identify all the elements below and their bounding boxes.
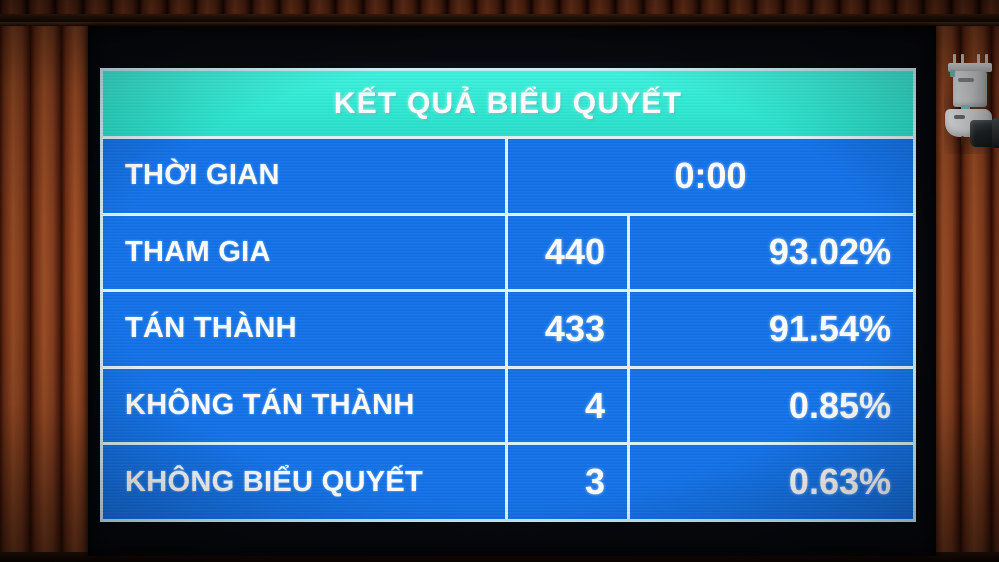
table-row-participated: THAM GIA 440 93.02% — [103, 215, 913, 293]
results-rows: THỜI GIAN 0:00 THAM GIA 440 93.02% — [103, 139, 913, 519]
board-title-bar: KẾT QUẢ BIỂU QUYẾT — [103, 71, 913, 139]
voting-results-board: KẾT QUẢ BIỂU QUYẾT THỜI GIAN 0:00 THAM G… — [100, 68, 916, 522]
row-percent-text: 91.54% — [768, 307, 891, 349]
wall-top-ledge — [0, 14, 999, 24]
row-label-text: KHÔNG TÁN THÀNH — [125, 389, 415, 422]
row-count-cell: 433 — [508, 292, 630, 366]
row-count-cell: 440 — [508, 215, 630, 290]
camera-wall-bracket — [948, 63, 992, 72]
row-label-text: TÁN THÀNH — [125, 312, 297, 345]
row-time-value-cell: 0:00 — [508, 139, 913, 213]
row-count-text: 433 — [544, 307, 605, 349]
row-count-cell: 3 — [508, 445, 630, 519]
row-label-text: KHÔNG BIỂU QUYẾT — [125, 465, 424, 498]
row-time-value-text: 0:00 — [674, 154, 747, 196]
row-label-cell: THAM GIA — [103, 215, 508, 290]
camera-connector — [950, 70, 955, 77]
row-percent-text: 0.85% — [788, 384, 891, 426]
row-label-cell: THỜI GIAN — [103, 139, 508, 213]
row-label-cell: TÁN THÀNH — [103, 292, 508, 366]
camera-mount-bolt — [953, 54, 956, 64]
table-row-time: THỜI GIAN 0:00 — [103, 139, 913, 216]
row-percent-cell: 0.63% — [630, 445, 913, 519]
row-label-cell: KHÔNG TÁN THÀNH — [103, 368, 508, 443]
row-count-text: 440 — [544, 231, 605, 273]
camera-vent-slot — [958, 78, 974, 82]
camera-housing-box — [953, 71, 987, 107]
camera-head-marking — [954, 115, 965, 119]
row-percent-text: 93.02% — [768, 231, 891, 273]
camera-cable — [961, 136, 964, 148]
wall-top-ledge-lip — [0, 22, 999, 26]
camera-connector — [961, 105, 970, 111]
security-camera-icon — [944, 54, 999, 164]
wall-bottom-sill — [0, 552, 999, 562]
row-count-cell: 4 — [508, 368, 630, 443]
table-row-in-favour: TÁN THÀNH 433 91.54% — [103, 292, 913, 369]
camera-mount-bolt — [961, 54, 964, 64]
row-percent-cell: 91.54% — [630, 292, 913, 366]
row-label-cell: KHÔNG BIỂU QUYẾT — [103, 445, 508, 519]
board-title-text: KẾT QUẢ BIỂU QUYẾT — [333, 86, 683, 120]
camera-mount-bolt — [985, 54, 988, 64]
table-row-against: KHÔNG TÁN THÀNH 4 0.85% — [103, 368, 913, 446]
camera-mount-bolt — [977, 54, 980, 64]
row-percent-cell: 0.85% — [630, 369, 913, 443]
table-row-abstained: KHÔNG BIỂU QUYẾT 3 0.63% — [103, 445, 913, 519]
camera-lens-ring — [992, 118, 999, 148]
row-label-text: THAM GIA — [125, 235, 271, 268]
row-percent-cell: 93.02% — [630, 216, 913, 290]
row-count-text: 4 — [584, 384, 605, 426]
wall-top-panel-band — [0, 0, 999, 14]
row-label-text: THỜI GIAN — [125, 159, 280, 192]
row-percent-text: 0.63% — [788, 461, 891, 503]
row-count-text: 3 — [584, 461, 605, 503]
